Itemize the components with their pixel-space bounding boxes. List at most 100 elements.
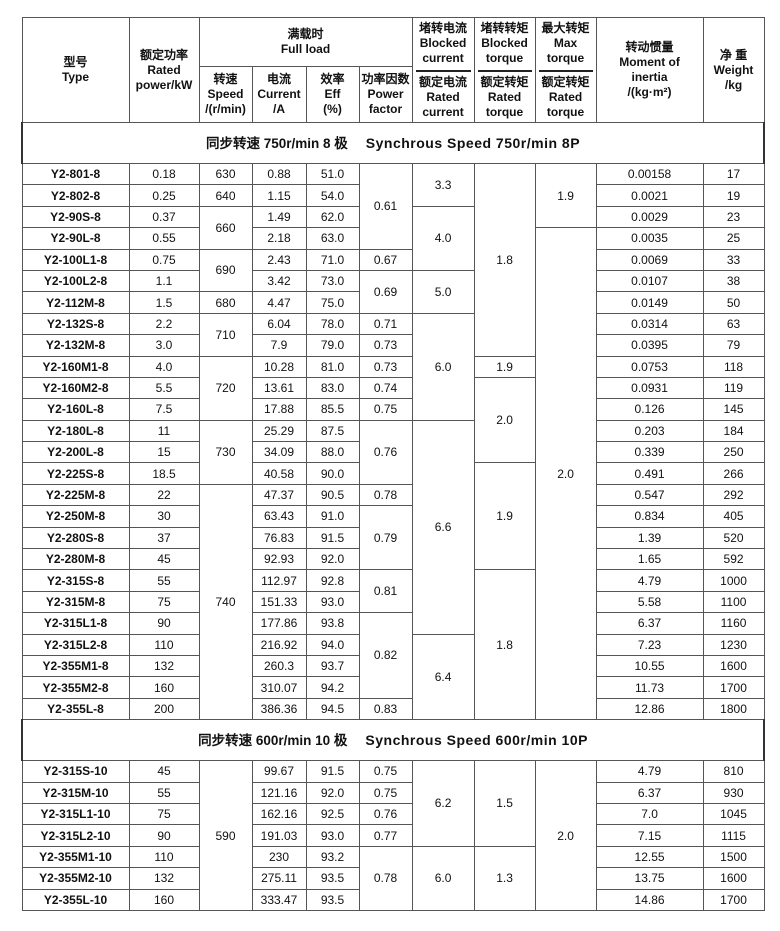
value-cell: 91.0	[305, 505, 360, 528]
value-cell: 99.67	[251, 760, 307, 783]
value-cell: 63.43	[251, 505, 307, 528]
value-cell: 6.04	[251, 312, 307, 336]
value-cell: 0.75	[128, 248, 200, 271]
value-cell: 310.07	[251, 676, 307, 699]
value-cell: 92.5	[305, 802, 360, 826]
value-cell: 93.2	[305, 845, 360, 869]
model-cell: Y2-355M1-10	[21, 845, 130, 869]
table-row: Y2-160L-8 7.5 17.88 85.5 0.75 0.126 145	[21, 398, 765, 421]
value-cell: 0.834	[595, 505, 704, 528]
value-cell: 6.37	[595, 612, 704, 635]
value-cell: 13.61	[251, 376, 307, 400]
header-type: 型号 Type	[21, 17, 130, 123]
value-cell: 730	[198, 419, 253, 485]
model-cell: Y2-180L-8	[21, 419, 130, 443]
table-row: Y2-315M-8 75 151.33 93.0 5.58 1100	[21, 590, 765, 614]
value-cell: 1.3	[473, 845, 536, 911]
value-cell: 0.83	[358, 697, 413, 721]
value-cell: 15	[128, 441, 200, 464]
header-top: 堵转转矩 Blocked torque	[478, 20, 532, 66]
value-cell: 5.5	[128, 376, 200, 400]
value-cell: 2.0	[534, 227, 597, 721]
motor-spec-table: 型号 Type 额定功率 Rated power/kW 满载时 Full load 堵转…	[20, 16, 766, 911]
header-blocked-current: 堵转电流 Blocked current 额定电流 Rated current	[411, 17, 475, 123]
value-cell: 93.5	[305, 867, 360, 890]
value-cell: 1160	[702, 612, 765, 635]
value-cell: 118	[702, 355, 765, 378]
value-cell: 0.25	[128, 184, 200, 207]
model-cell: Y2-160M2-8	[21, 376, 130, 400]
value-cell: 3.0	[128, 334, 200, 357]
model-cell: Y2-315S-8	[21, 569, 130, 592]
header-text: /(kg·m²)	[627, 85, 672, 99]
model-cell: Y2-355M1-8	[21, 654, 130, 678]
value-cell: 0.0035	[595, 227, 704, 250]
value-cell: 71.0	[305, 248, 360, 271]
table-row: Y2-315L1-8 90 177.86 93.8 0.82 6.37 1160	[21, 612, 765, 699]
value-cell: 7.0	[595, 802, 704, 826]
value-cell: 1700	[702, 676, 765, 699]
table-row: Y2-315L2-10 90 191.03 93.0 0.77 7.15 1115	[21, 824, 765, 847]
value-cell: 810	[702, 760, 765, 783]
value-cell: 640	[198, 184, 253, 207]
value-cell: 73.0	[305, 269, 360, 293]
value-cell: 30	[128, 505, 200, 528]
header-max-torque: 最大转矩 Max torque 额定转矩 Rated torque	[534, 17, 597, 123]
model-cell: Y2-90L-8	[21, 227, 130, 250]
table-row: Y2-801-8 0.18 630 0.88 51.0 0.61 3.3 1.8 1.9 0.00…	[21, 162, 765, 357]
model-cell: Y2-355M2-8	[21, 676, 130, 699]
value-cell: 93.0	[305, 824, 360, 847]
header-rated-power: 额定功率 Rated power/kW	[128, 17, 200, 123]
table-row: Y2-315L1-10 75 162.16 92.5 0.76 7.0 1045	[21, 802, 765, 826]
value-cell: 1.9	[473, 355, 536, 378]
value-cell: 2.0	[473, 376, 536, 464]
value-cell: 91.5	[305, 760, 360, 783]
value-cell: 1000	[702, 569, 765, 592]
value-cell: 90.0	[305, 462, 360, 485]
table-row: Y2-132M-8 3.0 7.9 79.0 0.73 0.0395 79	[21, 334, 765, 357]
value-cell: 6.37	[595, 781, 704, 804]
value-cell: 1.1	[128, 269, 200, 293]
header-text: Weight	[713, 62, 754, 77]
header-text: torque	[485, 51, 524, 65]
value-cell: 47.37	[251, 483, 307, 507]
value-cell: 160	[128, 888, 200, 911]
value-cell: 0.88	[251, 162, 307, 186]
value-cell: 55	[128, 781, 200, 804]
value-cell: 590	[198, 760, 253, 911]
header-text: torque	[546, 51, 585, 65]
table-row: Y2-160M2-8 5.5 13.61 83.0 0.74 2.0 0.0931 119	[21, 376, 765, 464]
header-text: current	[422, 51, 464, 65]
value-cell: 0.82	[358, 612, 413, 699]
header-text: 效率	[320, 72, 345, 87]
model-cell: Y2-315L1-8	[21, 612, 130, 635]
header-bottom: 额定电流 Rated current	[415, 70, 471, 120]
value-cell: 260.3	[251, 654, 307, 678]
value-cell: 0.75	[358, 781, 413, 804]
value-cell: 386.36	[251, 697, 307, 721]
header-text: 额定转矩	[480, 75, 529, 89]
model-cell: Y2-90S-8	[21, 205, 130, 229]
value-cell: 0.69	[358, 269, 413, 314]
value-cell: 121.16	[251, 781, 307, 804]
value-cell: 1230	[702, 633, 765, 656]
model-cell: Y2-802-8	[21, 184, 130, 207]
table-row: Y2-160M1-8 4.0 720 10.28 81.0 0.73 1.9 0.0753 11…	[21, 355, 765, 421]
value-cell: 3.42	[251, 269, 307, 293]
value-cell: 630	[198, 162, 253, 186]
value-cell: 75.0	[305, 291, 360, 314]
value-cell: 1.49	[251, 205, 307, 229]
model-cell: Y2-100L1-8	[21, 248, 130, 271]
header-text: 额定转矩	[541, 75, 590, 89]
model-cell: Y2-132M-8	[21, 334, 130, 357]
value-cell: 2.43	[251, 248, 307, 271]
value-cell: 23	[702, 205, 765, 229]
model-cell: Y2-801-8	[21, 162, 130, 186]
value-cell: 6.6	[411, 419, 475, 635]
value-cell: 5.58	[595, 590, 704, 614]
value-cell: 19	[702, 184, 765, 207]
value-cell: 0.37	[128, 205, 200, 229]
model-cell: Y2-200L-8	[21, 441, 130, 464]
value-cell: 3.3	[411, 163, 475, 207]
model-cell: Y2-315S-10	[21, 760, 130, 783]
